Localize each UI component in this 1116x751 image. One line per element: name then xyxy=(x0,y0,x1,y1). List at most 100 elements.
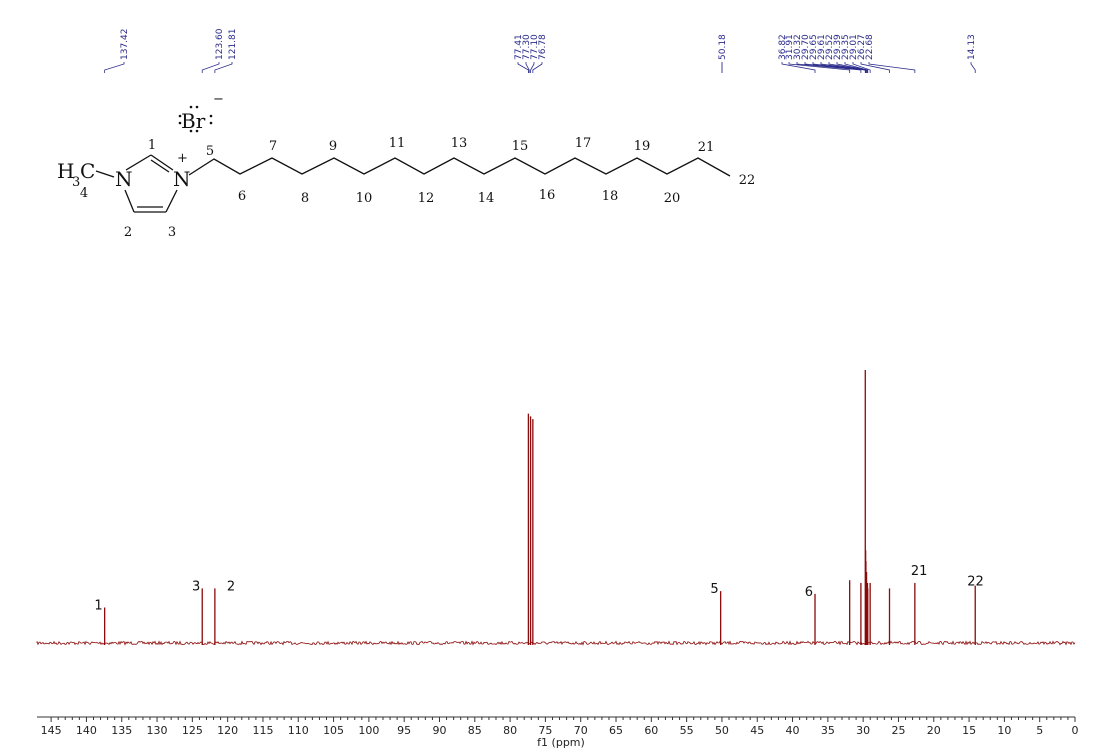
bromide-anion-label: Br xyxy=(181,109,206,133)
carbon-number-4: 4 xyxy=(80,186,88,201)
x-tick-label-95: 95 xyxy=(397,724,411,737)
x-tick-label-135: 135 xyxy=(111,724,132,737)
peak-list-connector-26.27 xyxy=(860,62,890,73)
x-tick-label-105: 105 xyxy=(323,724,344,737)
annotation-label-2: 2 xyxy=(227,579,235,594)
carbon-number-15: 15 xyxy=(512,139,529,154)
cation-charge: + xyxy=(177,151,188,166)
peak-list-label-76.78: 76.78 xyxy=(538,34,548,60)
x-tick-label-50: 50 xyxy=(715,724,729,737)
x-tick-label-100: 100 xyxy=(358,724,379,737)
peak-list-connector-137.42 xyxy=(104,62,125,73)
peak-list-connector-30.32 xyxy=(796,62,862,73)
carbon-number-21: 21 xyxy=(698,140,715,155)
methyl-hydrogen: H xyxy=(57,159,74,183)
peak-list-label-123.60: 123.60 xyxy=(215,28,225,60)
methyl-carbon: C xyxy=(80,159,95,183)
peak-annotations: 1 3 2 5 6 21 22 xyxy=(94,564,983,614)
annotation-label-1: 1 xyxy=(94,599,102,614)
peak-list-connector-36.82 xyxy=(781,62,816,73)
peak-list-connector-123.60 xyxy=(201,62,220,73)
x-tick-label-55: 55 xyxy=(680,724,694,737)
carbon-number-5: 5 xyxy=(206,144,214,159)
x-tick-label-5: 5 xyxy=(1036,724,1043,737)
x-tick-label-140: 140 xyxy=(76,724,97,737)
peak-list-connector-77.41 xyxy=(517,62,529,73)
x-tick-label-125: 125 xyxy=(182,724,203,737)
spectrum-area xyxy=(36,370,1076,646)
x-tick-label-35: 35 xyxy=(821,724,835,737)
peak-list-connector-22.68 xyxy=(868,62,916,73)
peak-list-connector-14.13 xyxy=(970,62,976,73)
x-tick-label-60: 60 xyxy=(644,724,658,737)
x-tick-label-130: 130 xyxy=(147,724,168,737)
carbon-number-19: 19 xyxy=(634,139,651,154)
carbon-number-17: 17 xyxy=(575,136,592,151)
peak-list-label-30.32: 30.32 xyxy=(793,34,803,60)
peak-list-label-77.41: 77.41 xyxy=(514,34,524,60)
carbon-number-8: 8 xyxy=(301,191,309,206)
nitrogen-right: N xyxy=(173,167,191,191)
peak-list-label-29.39: 29.39 xyxy=(833,34,843,60)
methyl-subscript: 3 xyxy=(72,175,80,190)
peak-list-label-26.27: 26.27 xyxy=(857,34,867,60)
peak-list-label-36.82: 36.82 xyxy=(778,34,788,60)
carbon-number-9: 9 xyxy=(329,139,337,154)
carbon-number-13: 13 xyxy=(451,136,468,151)
x-tick-label-85: 85 xyxy=(468,724,482,737)
peak-list-connector-29.52 xyxy=(828,62,867,73)
carbon-number-6: 6 xyxy=(238,189,246,204)
carbon-number-12: 12 xyxy=(418,191,435,206)
carbon-number-22: 22 xyxy=(739,173,756,188)
peak-list-label-29.61: 29.61 xyxy=(817,34,827,60)
peak-list-label-50.18: 50.18 xyxy=(718,34,728,60)
peak-list-label-22.68: 22.68 xyxy=(865,34,875,60)
peak-list-connector-76.78 xyxy=(532,62,543,73)
annotation-label-5: 5 xyxy=(710,582,718,597)
peak-list-label-29.52: 29.52 xyxy=(825,34,835,60)
peak-list-label-29.35: 29.35 xyxy=(841,34,851,60)
peak-list-connector-31.91 xyxy=(788,62,851,73)
x-tick-label-90: 90 xyxy=(432,724,446,737)
anion-charge: − xyxy=(213,92,224,107)
x-tick-label-0: 0 xyxy=(1072,724,1079,737)
peak-list-label-29.01: 29.01 xyxy=(849,34,859,60)
peak-list-connector-29.61 xyxy=(820,62,867,73)
peak-list-connector-121.81 xyxy=(214,62,233,73)
peak-list-connector-77.30 xyxy=(525,62,530,73)
annotation-label-3: 3 xyxy=(192,579,200,594)
x-tick-label-20: 20 xyxy=(927,724,941,737)
molecule-bonds xyxy=(95,154,731,213)
x-tick-label-110: 110 xyxy=(288,724,309,737)
carbon-number-14: 14 xyxy=(478,191,495,206)
carbon-number-10: 10 xyxy=(356,191,373,206)
x-tick-label-45: 45 xyxy=(750,724,764,737)
carbon-number-1: 1 xyxy=(148,138,156,153)
x-tick-label-145: 145 xyxy=(41,724,62,737)
bromide-lone-pairs xyxy=(178,105,213,133)
annotation-label-21: 21 xyxy=(911,564,928,579)
carbon-number-2: 2 xyxy=(124,225,132,240)
x-tick-label-15: 15 xyxy=(962,724,976,737)
peak-list-label-77.30: 77.30 xyxy=(522,34,532,60)
x-tick-label-120: 120 xyxy=(217,724,238,737)
x-tick-label-10: 10 xyxy=(997,724,1011,737)
peak-list-connector-29.01 xyxy=(852,62,871,73)
x-tick-label-25: 25 xyxy=(891,724,905,737)
annotation-label-6: 6 xyxy=(805,585,813,600)
peak-list-label-121.81: 121.81 xyxy=(228,29,238,61)
x-tick-label-30: 30 xyxy=(856,724,870,737)
x-tick-label-70: 70 xyxy=(574,724,588,737)
nitrogen-left: N xyxy=(115,167,133,191)
carbon-number-11: 11 xyxy=(389,136,406,151)
x-tick-label-40: 40 xyxy=(786,724,800,737)
x-tick-label-65: 65 xyxy=(609,724,623,737)
peak-list-connector-29.35 xyxy=(844,62,869,73)
x-axis: 145 140 135 130 125 120 115 110 105 100 95 90 85 80 75… xyxy=(37,716,1079,737)
peak-list-label-77.10: 77.10 xyxy=(530,34,540,60)
spectrum-baseline-noise xyxy=(36,640,1076,646)
